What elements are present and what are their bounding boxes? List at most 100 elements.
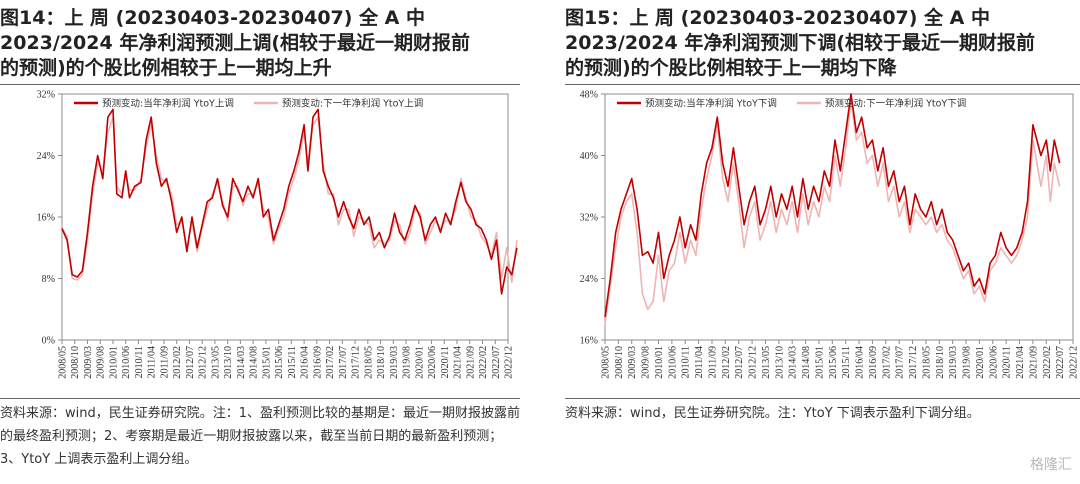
y-tick-label: 32% — [580, 213, 598, 224]
title-divider — [565, 84, 1080, 85]
plot-frame — [61, 93, 509, 341]
x-tick-label: 2011/09 — [159, 346, 170, 378]
x-tick-label: 2014/08 — [801, 346, 812, 379]
series-line — [604, 100, 1061, 325]
x-tick-label: 2020/01 — [414, 346, 425, 379]
x-tick-label: 2022/02 — [478, 346, 489, 379]
x-tick-label: 2022/07 — [1055, 346, 1066, 379]
x-tick-label: 2016/04 — [855, 346, 866, 379]
figure-title-line2: 2023/2024 年净利润预测上调(相较于最近一期财报前 — [0, 32, 471, 54]
x-tick-label: 2012/07 — [734, 346, 745, 379]
x-tick-label: 2017/12 — [351, 346, 362, 379]
x-tick-label: 2020/11 — [1002, 346, 1013, 378]
x-tick-label: 2010/11 — [681, 346, 692, 378]
x-tick-label: 2021/09 — [465, 346, 476, 379]
x-tick-label: 2020/01 — [975, 346, 986, 379]
x-tick-label: 2021/09 — [1028, 346, 1039, 379]
series-line — [61, 108, 518, 295]
x-tick-label: 2015/06 — [274, 346, 285, 379]
y-tick-label: 0% — [42, 336, 55, 347]
x-tick-label: 2010/06 — [667, 346, 678, 379]
x-tick-label: 2019/08 — [962, 346, 973, 379]
figure-title: 图15：上 周 (20230403-20230407) 全 A 中 2023/2… — [565, 6, 1080, 81]
series-line — [604, 93, 1061, 318]
x-tick-label: 2017/07 — [338, 346, 349, 379]
x-tick-label: 2018/05 — [921, 346, 932, 379]
x-tick-label: 2016/09 — [312, 346, 323, 379]
figure-title: 图14：上 周 (20230403-20230407) 全 A 中 2023/2… — [0, 6, 520, 81]
x-tick-label: 2020/06 — [427, 346, 438, 379]
x-tick-label: 2012/07 — [185, 346, 196, 379]
x-tick-label: 2008/10 — [70, 346, 81, 379]
x-tick-label: 2010/01 — [108, 346, 119, 379]
watermark-logo: 格隆汇 — [1030, 457, 1072, 473]
x-tick-label: 2022/12 — [504, 346, 515, 379]
x-tick-label: 2021/04 — [1015, 346, 1026, 379]
x-tick-label: 2014/03 — [236, 346, 247, 379]
x-tick-label: 2018/10 — [935, 346, 946, 379]
x-tick-label: 2013/10 — [774, 346, 785, 379]
x-tick-label: 2019/03 — [389, 346, 400, 379]
x-tick-label: 2010/01 — [654, 346, 665, 379]
source-divider — [565, 398, 1080, 399]
x-tick-label: 2012/12 — [748, 346, 759, 379]
source-note: 资料来源：wind，民生证券研究院。注：YtoY 下调表示盈利下调分组。 — [565, 406, 980, 421]
legend-label: 预测变动:下一年净利润 YtoY上调 — [282, 98, 423, 110]
x-tick-label: 2013/05 — [210, 346, 221, 379]
legend-label: 预测变动:当年净利润 YtoY下调 — [645, 98, 777, 110]
x-tick-label: 2017/02 — [881, 346, 892, 379]
x-tick-label: 2016/09 — [868, 346, 879, 379]
x-tick-label: 2012/12 — [198, 346, 209, 379]
y-tick-label: 24% — [580, 274, 598, 285]
y-tick-label: 48% — [580, 90, 598, 101]
x-tick-label: 2009/03 — [627, 346, 638, 379]
x-tick-label: 2014/08 — [249, 346, 260, 379]
x-tick-label: 2019/08 — [402, 346, 413, 379]
y-tick-label: 16% — [37, 213, 55, 224]
x-tick-label: 2008/05 — [601, 346, 612, 379]
legend-label: 预测变动:下一年净利润 YtoY下调 — [825, 98, 966, 110]
figure-title-line1: 图14：上 周 (20230403-20230407) 全 A 中 — [0, 7, 425, 29]
line-chart: 16% 24% 32% 40% 48% 2008/05 2008/10 2009/03 2009… — [580, 90, 1080, 379]
line-chart: 0% 8% 16% 24% 32% 2008/05 2008/10 2009/03 2009/0… — [37, 90, 518, 379]
plot-frame — [604, 93, 1074, 341]
x-tick-label: 2008/10 — [614, 346, 625, 379]
figure-title-line3: 的预测)的个股比例相较于上一期均下降 — [565, 57, 897, 79]
x-tick-label: 2017/07 — [895, 346, 906, 379]
x-tick-label: 2013/10 — [223, 346, 234, 379]
x-tick-label: 2011/04 — [147, 346, 158, 378]
x-tick-label: 2015/11 — [841, 346, 852, 378]
series-line — [61, 116, 518, 284]
x-tick-label: 2022/12 — [1069, 346, 1080, 379]
y-tick-label: 24% — [37, 151, 55, 162]
x-tick-label: 2010/11 — [134, 346, 145, 378]
x-tick-label: 2009/08 — [641, 346, 652, 379]
x-tick-label: 2011/04 — [694, 346, 705, 378]
x-tick-label: 2018/05 — [363, 346, 374, 379]
x-tick-label: 2015/06 — [828, 346, 839, 379]
x-tick-label: 2014/03 — [788, 346, 799, 379]
source-divider — [0, 398, 520, 399]
x-tick-label: 2020/11 — [440, 346, 451, 378]
figure-title-line1: 图15：上 周 (20230403-20230407) 全 A 中 — [565, 7, 990, 29]
x-tick-label: 2018/10 — [376, 346, 387, 379]
chart-panel-left: 图14：上 周 (20230403-20230407) 全 A 中 2023/2… — [0, 0, 520, 484]
title-divider — [0, 84, 520, 85]
x-tick-label: 2022/07 — [491, 346, 502, 379]
figure-title-line3: 的预测)的个股比例相较于上一期均上升 — [0, 57, 332, 79]
x-tick-label: 2015/01 — [261, 346, 272, 379]
y-tick-label: 32% — [37, 90, 55, 101]
x-tick-label: 2013/05 — [761, 346, 772, 379]
x-tick-label: 2010/06 — [121, 346, 132, 379]
x-tick-label: 2008/05 — [58, 346, 69, 379]
x-tick-label: 2009/03 — [83, 346, 94, 379]
x-tick-label: 2011/09 — [707, 346, 718, 378]
figure-title-line2: 2023/2024 年净利润预测下调(相较于最近一期财报前 — [565, 32, 1036, 54]
x-tick-label: 2016/04 — [300, 346, 311, 379]
x-tick-label: 2009/08 — [96, 346, 107, 379]
x-tick-label: 2015/11 — [287, 346, 298, 378]
x-tick-label: 2022/02 — [1042, 346, 1053, 379]
y-tick-label: 8% — [42, 274, 55, 285]
x-tick-label: 2015/01 — [814, 346, 825, 379]
x-tick-label: 2012/02 — [721, 346, 732, 379]
